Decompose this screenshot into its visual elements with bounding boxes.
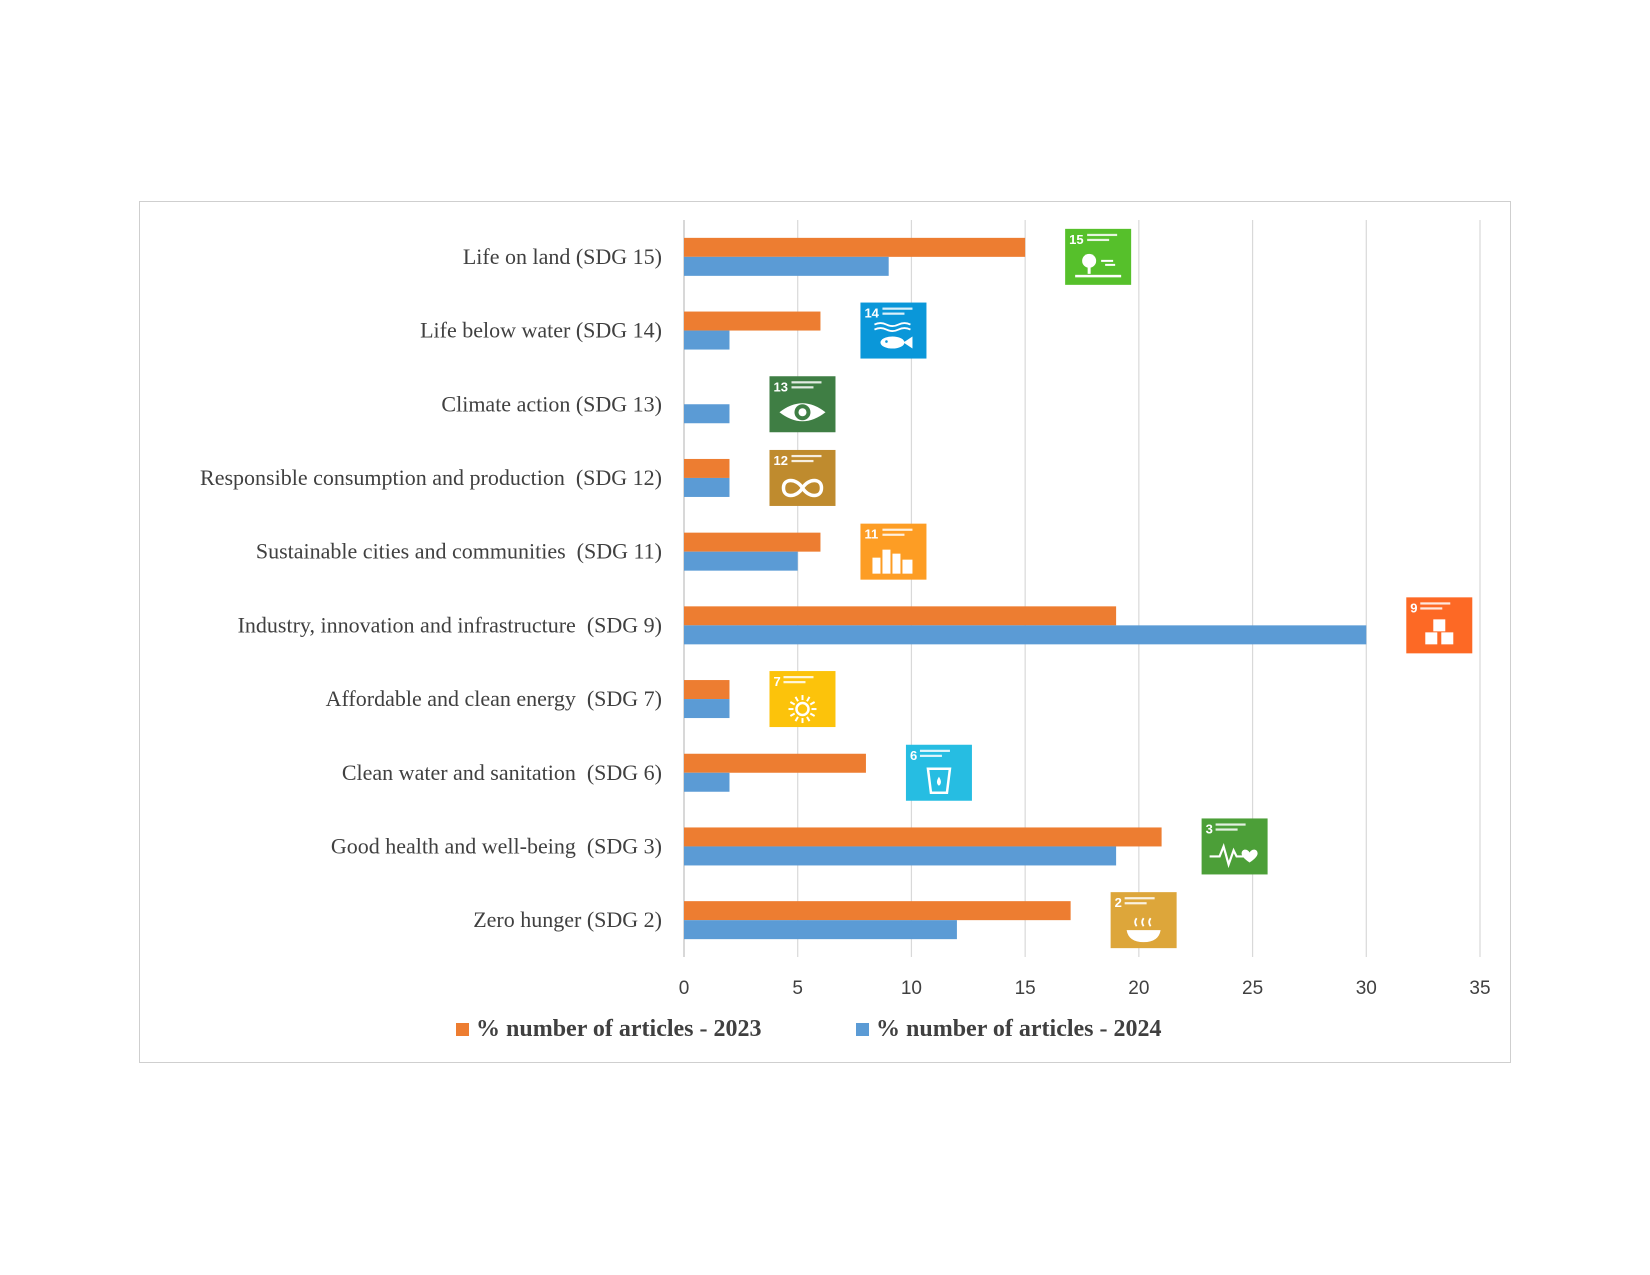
bar-2024 bbox=[684, 551, 798, 571]
water-glass-icon: 6 bbox=[905, 744, 972, 801]
bar-2023 bbox=[684, 827, 1162, 847]
x-tick-label: 10 bbox=[901, 978, 922, 999]
chart-frame: 15 14 13 12 11 9 7 6 3 2 Life on land (SDG 15) Lif… bbox=[139, 201, 1511, 1063]
cubes-icon: 9 bbox=[1406, 597, 1473, 654]
eye-globe-icon: 13 bbox=[769, 376, 836, 433]
bar-2024 bbox=[684, 772, 730, 792]
bar-2023 bbox=[684, 680, 730, 700]
category-label: Climate action (SDG 13) bbox=[441, 391, 662, 416]
legend-label: % number of articles - 2023 bbox=[476, 1016, 762, 1042]
bar-2024 bbox=[684, 404, 730, 424]
category-label: Zero hunger (SDG 2) bbox=[473, 907, 662, 932]
bars bbox=[684, 237, 1367, 940]
svg-text:11: 11 bbox=[864, 527, 878, 542]
bar-2024 bbox=[684, 699, 730, 719]
x-axis-ticks: 0 5 10 15 20 25 30 35 bbox=[679, 978, 1491, 999]
category-label: Affordable and clean energy (SDG 7) bbox=[326, 686, 662, 711]
city-icon: 11 bbox=[860, 523, 927, 580]
bar-2024 bbox=[684, 920, 957, 940]
x-tick-label: 35 bbox=[1469, 978, 1490, 999]
bar-2024 bbox=[684, 256, 889, 276]
category-labels: Life on land (SDG 15) Life below water (S… bbox=[200, 244, 662, 932]
svg-text:14: 14 bbox=[864, 306, 879, 321]
x-tick-label: 30 bbox=[1356, 978, 1377, 999]
x-tick-label: 20 bbox=[1128, 978, 1149, 999]
category-label: Clean water and sanitation (SDG 6) bbox=[342, 760, 662, 785]
x-tick-label: 5 bbox=[792, 978, 803, 999]
category-label: Life below water (SDG 14) bbox=[420, 318, 662, 343]
heartbeat-icon: 3 bbox=[1201, 818, 1268, 875]
bar-2024 bbox=[684, 625, 1367, 645]
svg-text:12: 12 bbox=[773, 453, 787, 468]
x-tick-label: 15 bbox=[1015, 978, 1036, 999]
infinity-icon: 12 bbox=[769, 449, 836, 506]
bar-2023 bbox=[684, 901, 1071, 921]
bar-2024 bbox=[684, 846, 1117, 866]
legend-swatch bbox=[856, 1023, 869, 1036]
bar-2023 bbox=[684, 237, 1026, 257]
svg-text:15: 15 bbox=[1069, 232, 1083, 247]
bar-2023 bbox=[684, 311, 821, 331]
x-tick-label: 25 bbox=[1242, 978, 1263, 999]
svg-text:3: 3 bbox=[1206, 821, 1213, 836]
category-label: Good health and well-being (SDG 3) bbox=[331, 833, 662, 858]
bar-2023 bbox=[684, 753, 866, 773]
sdg-icons: 15 14 13 12 11 9 7 6 3 2 bbox=[769, 228, 1473, 949]
category-label: Responsible consumption and production (… bbox=[200, 465, 662, 490]
bar-2024 bbox=[684, 330, 730, 350]
x-tick-label: 0 bbox=[679, 978, 690, 999]
legend: % number of articles - 2023 % number of a… bbox=[456, 1016, 1162, 1042]
sun-icon: 7 bbox=[769, 671, 836, 728]
fish-icon: 14 bbox=[860, 302, 927, 359]
svg-text:7: 7 bbox=[773, 674, 780, 689]
bar-2023 bbox=[684, 458, 730, 478]
bowl-icon: 2 bbox=[1110, 892, 1177, 949]
bar-2024 bbox=[684, 477, 730, 497]
svg-text:2: 2 bbox=[1115, 895, 1122, 910]
category-label: Life on land (SDG 15) bbox=[463, 244, 662, 269]
category-label: Sustainable cities and communities (SDG … bbox=[256, 539, 662, 564]
bar-2023 bbox=[684, 532, 821, 552]
svg-text:13: 13 bbox=[773, 379, 787, 394]
category-label: Industry, innovation and infrastructure … bbox=[238, 612, 662, 637]
tree-icon: 15 bbox=[1065, 228, 1132, 285]
legend-label: % number of articles - 2024 bbox=[876, 1016, 1162, 1042]
bar-2023 bbox=[684, 606, 1117, 626]
svg-text:9: 9 bbox=[1410, 600, 1417, 615]
svg-text:6: 6 bbox=[910, 748, 917, 763]
legend-swatch bbox=[456, 1023, 469, 1036]
